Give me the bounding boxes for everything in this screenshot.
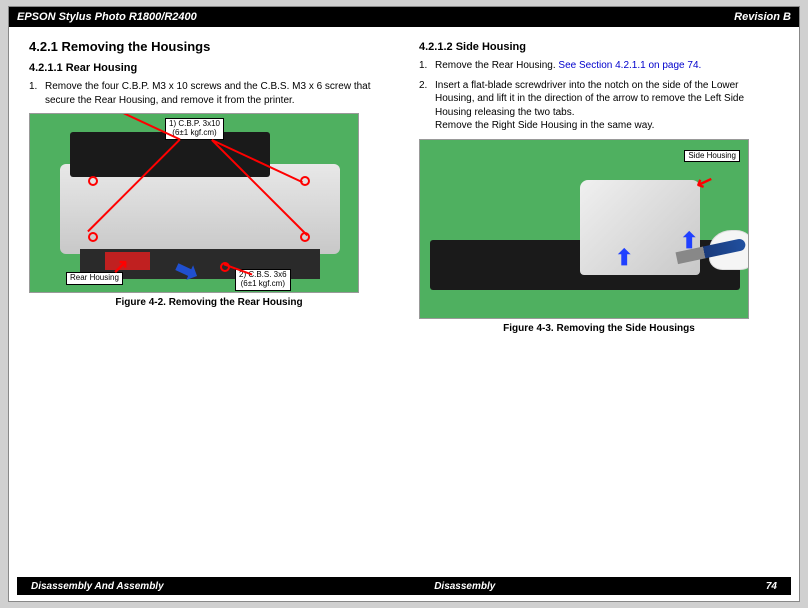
figure-image-rear: 1) C.B.P. 3x10 (6±1 kgf.cm) Rear Housing… [29,113,359,293]
revision-label: Revision B [734,11,791,23]
figure-right: Side Housing ↗ ⬆ ⬆ Figure 4-3. Removing … [419,139,779,334]
step-item: 2. Insert a flat-blade screwdriver into … [419,79,779,133]
header-bar: EPSON Stylus Photo R1800/R2400 Revision … [9,7,799,27]
red-arrow-icon: ↗ [112,254,129,279]
figure-caption: Figure 4-3. Removing the Side Housings [419,323,779,334]
figure-left: 1) C.B.P. 3x10 (6±1 kgf.cm) Rear Housing… [29,113,389,308]
printer-body [60,164,340,254]
step-item: 1. Remove the four C.B.P. M3 x 10 screws… [29,80,389,107]
step-number: 1. [29,80,45,107]
left-column: 4.2.1 Removing the Housings 4.2.1.1 Rear… [29,39,389,334]
right-column: 4.2.1.2 Side Housing 1. Remove the Rear … [419,39,779,334]
section-heading: 4.2.1 Removing the Housings [29,39,389,54]
footer-left: Disassembly And Assembly [31,581,164,592]
step-number: 1. [419,59,435,73]
footer-bar: Disassembly And Assembly Disassembly 74 [17,577,791,595]
step-item: 1. Remove the Rear Housing. See Section … [419,59,779,73]
page: EPSON Stylus Photo R1800/R2400 Revision … [8,6,800,602]
doc-title: EPSON Stylus Photo R1800/R2400 [17,11,197,23]
step-text: Remove the Rear Housing. See Section 4.2… [435,59,779,73]
blue-up-arrow-icon: ⬆ [615,245,633,271]
step-text-part: Remove the Rear Housing. [435,60,558,71]
footer-center: Disassembly [434,581,495,592]
figure-caption: Figure 4-2. Removing the Rear Housing [29,297,389,308]
content-area: 4.2.1 Removing the Housings 4.2.1.1 Rear… [9,27,799,334]
subsection-heading: 4.2.1.2 Side Housing [419,41,779,53]
subsection-heading: 4.2.1.1 Rear Housing [29,62,389,74]
step-number: 2. [419,79,435,133]
step-text: Remove the four C.B.P. M3 x 10 screws an… [45,80,389,107]
screw-marker [88,232,98,242]
callout-side-housing: Side Housing [684,150,740,163]
cross-ref-link[interactable]: See Section 4.2.1.1 on page 74. [558,60,701,71]
footer-page-num: 74 [766,581,777,592]
step-text: Insert a flat-blade screwdriver into the… [435,79,779,133]
screw-marker [88,176,98,186]
figure-image-side: Side Housing ↗ ⬆ ⬆ [419,139,749,319]
